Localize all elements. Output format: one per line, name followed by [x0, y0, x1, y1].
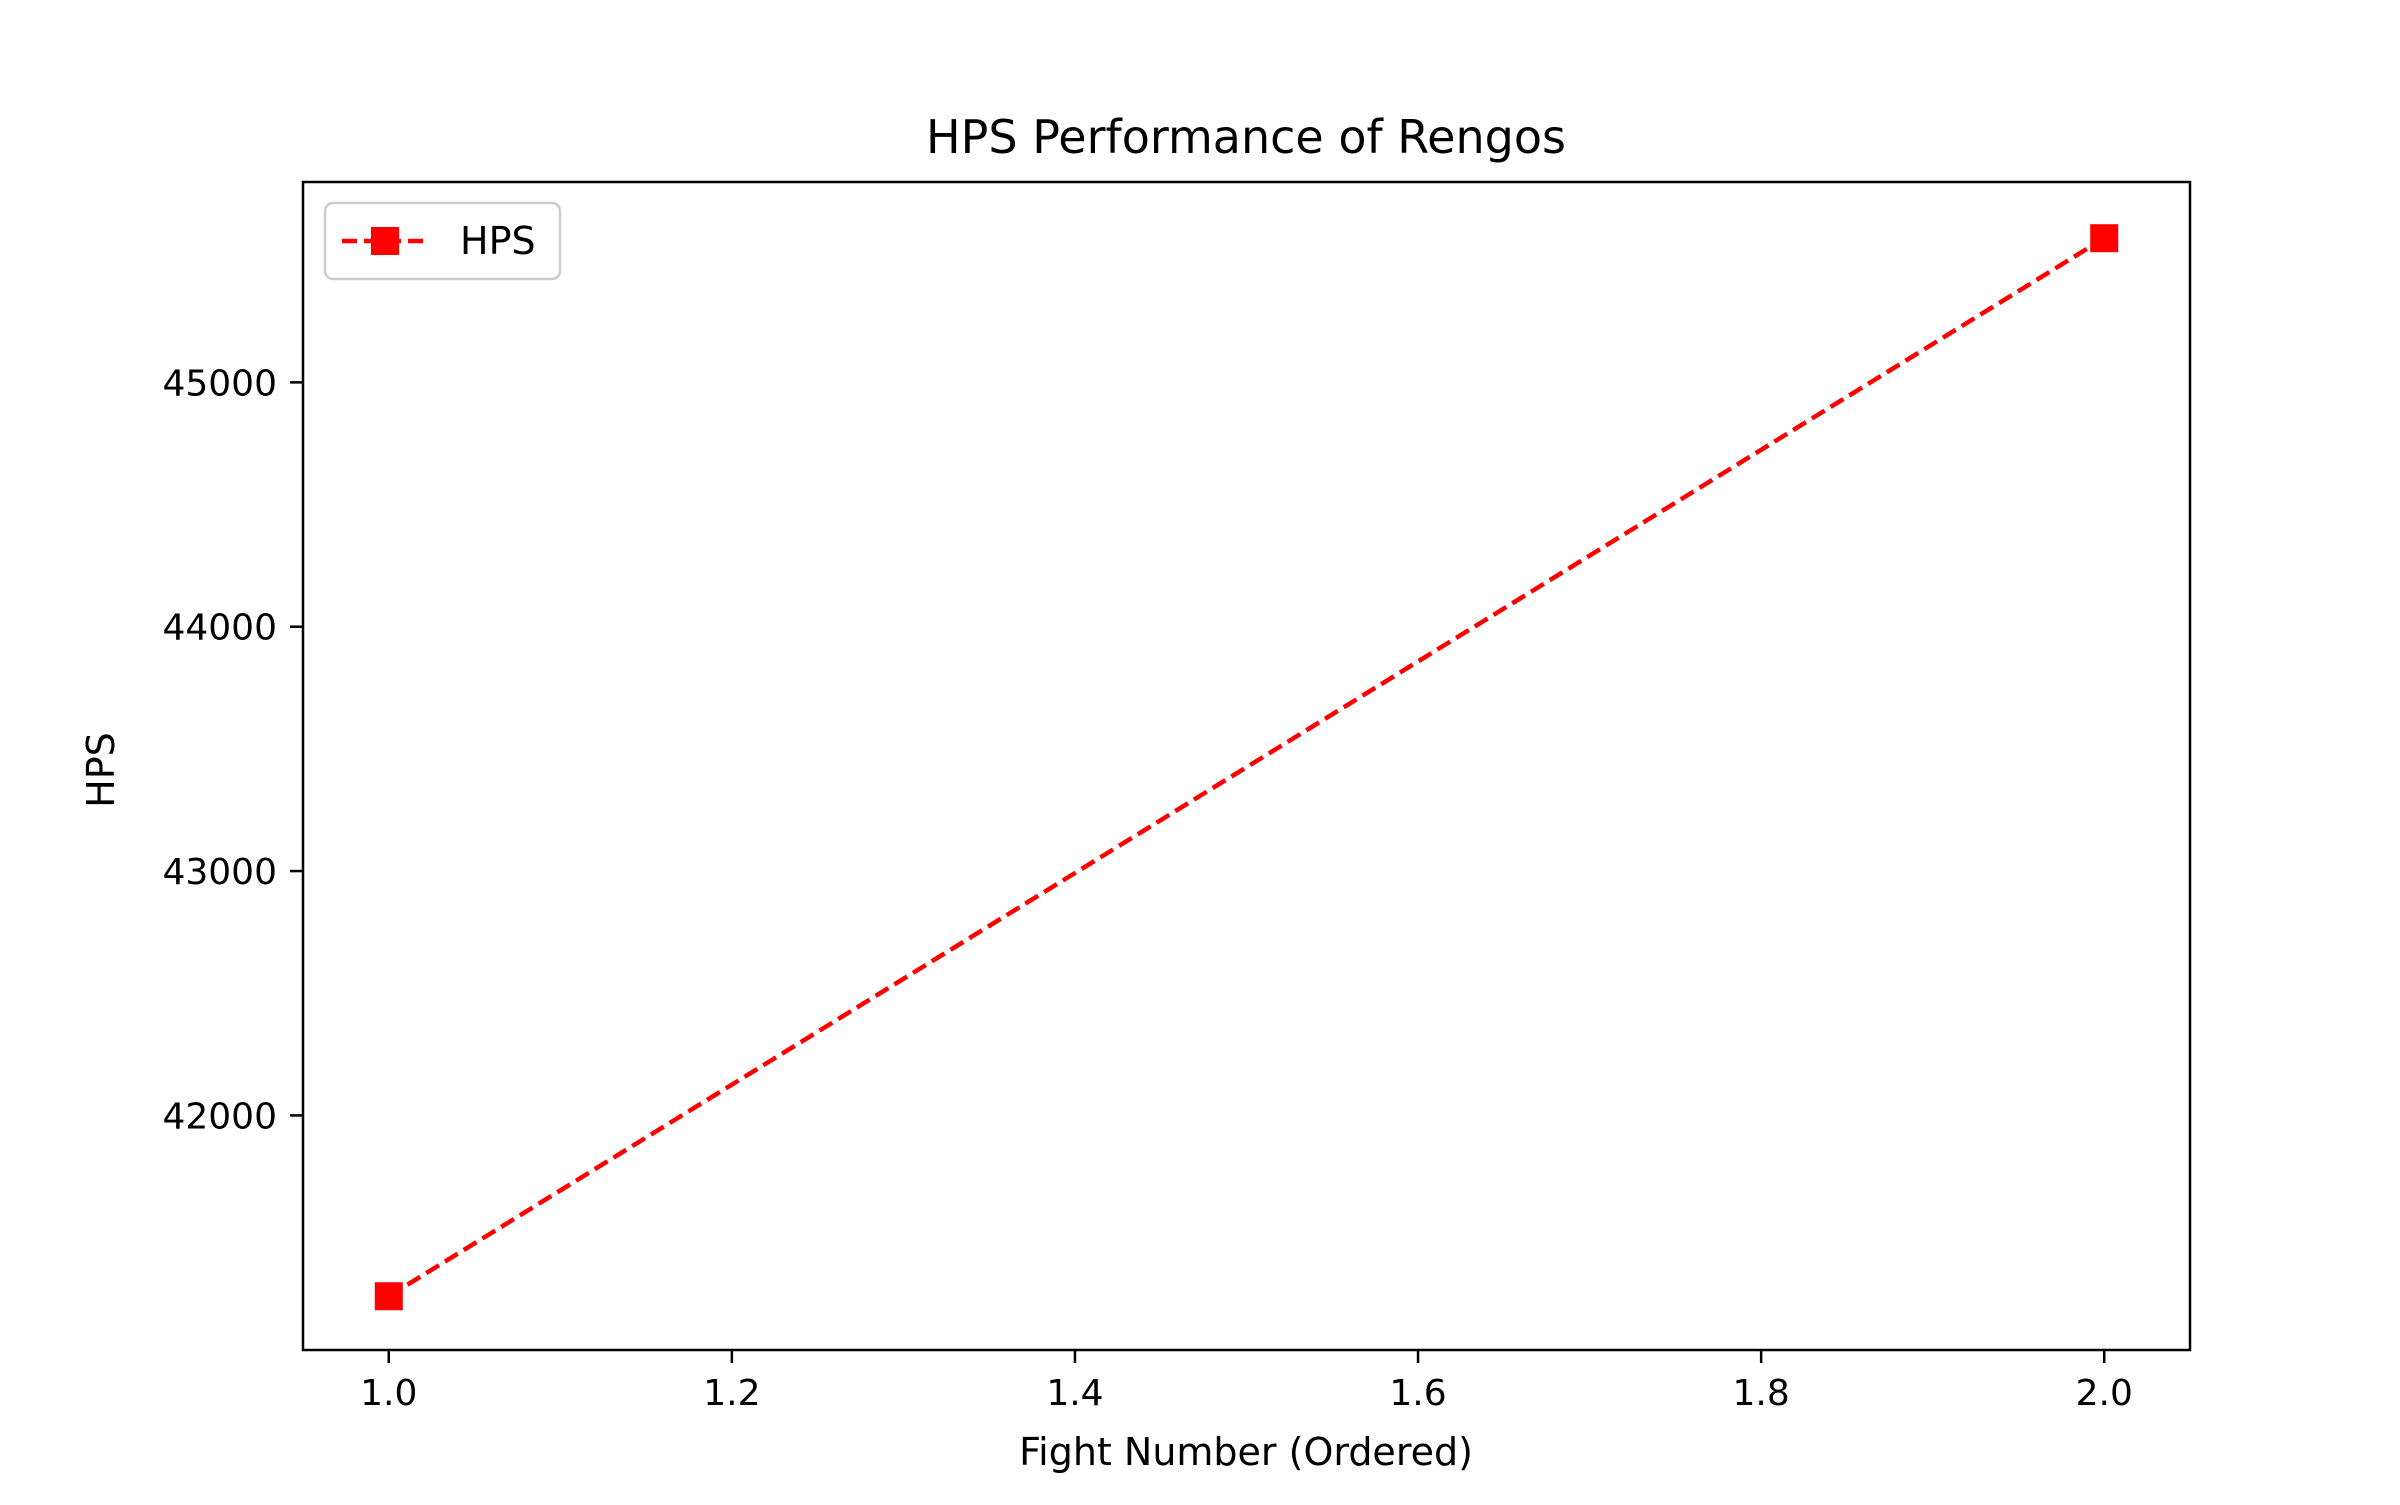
- data-point-marker: [2090, 224, 2119, 253]
- series-layer: [374, 224, 2119, 1311]
- legend-box: [323, 201, 562, 281]
- x-tick-label: 1.0: [360, 1373, 417, 1414]
- y-tick-label: 45000: [162, 363, 277, 404]
- legend-label-hps: HPS: [460, 219, 536, 263]
- x-tick-label: 1.8: [1733, 1373, 1790, 1414]
- x-axis: 1.0 1.2 1.4 1.6 1.8 2.0: [360, 1350, 2133, 1414]
- plot-frame: [301, 180, 2192, 1352]
- x-axis-label: Fight Number (Ordered): [1019, 1430, 1473, 1474]
- series-line-hps: [387, 236, 2106, 1299]
- x-tick-label: 1.2: [703, 1373, 760, 1414]
- y-tick-label: 42000: [162, 1096, 277, 1137]
- x-tick-label: 1.6: [1389, 1373, 1446, 1414]
- x-tick-label: 2.0: [2076, 1373, 2133, 1414]
- chart-title: HPS Performance of Rengos: [926, 110, 1566, 164]
- x-tick-label: 1.4: [1046, 1373, 1103, 1414]
- y-tick-label: 43000: [162, 852, 277, 893]
- data-point-marker: [374, 1282, 403, 1311]
- legend-marker-swatch: [371, 227, 399, 255]
- y-axis: 42000 43000 44000 45000: [162, 363, 303, 1137]
- legend: HPS: [323, 201, 562, 281]
- y-axis-label: HPS: [79, 732, 123, 808]
- y-tick-label: 44000: [162, 608, 277, 649]
